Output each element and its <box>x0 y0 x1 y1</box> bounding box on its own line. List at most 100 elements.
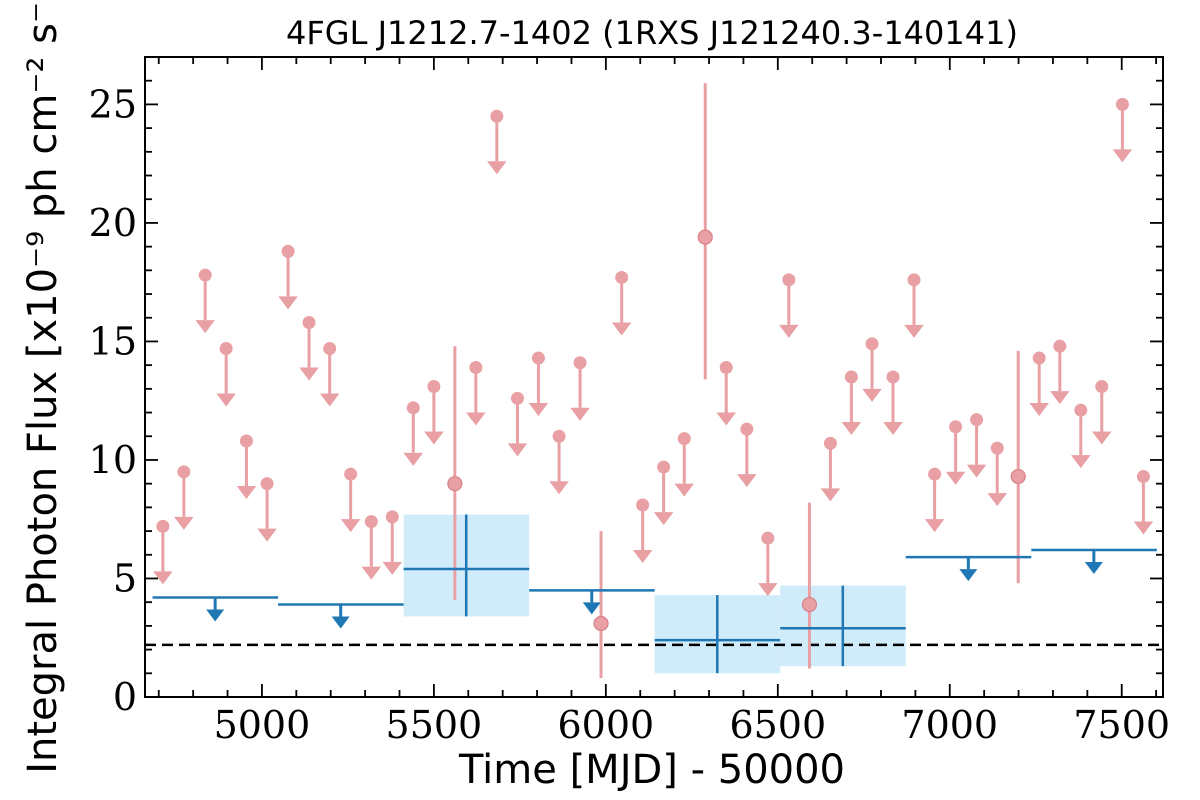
short-bin-ul-arrow <box>883 377 903 435</box>
short-bin-ul-arrow-head <box>216 393 236 407</box>
short-bin-ul-arrow-head <box>1133 521 1154 535</box>
short-bin-ul-arrow-head <box>716 412 736 426</box>
short-bin-ul-arrow-head <box>507 443 528 457</box>
short-bin-ul-arrow <box>549 436 569 495</box>
axis-tick-labels: 5000 5500 6000 6500 7000 7500 0 5 10 15 20 25 <box>89 82 1170 747</box>
short-bin-ul-arrow-head <box>945 471 966 485</box>
short-bin-ul-arrow-head <box>758 583 778 597</box>
long-bin-ul-arrow-head <box>959 569 978 582</box>
short-bin-ul-arrow-head <box>382 561 403 575</box>
short-bin-detection-marker <box>697 229 713 245</box>
short-bin-ul-arrow <box>466 367 486 426</box>
short-bin-ul-arrow-head <box>487 161 507 175</box>
long-bin-ul-arrow <box>582 590 601 615</box>
short-bin-detection-marker <box>447 476 463 492</box>
short-bin-ul-arrow <box>424 386 444 445</box>
short-bin-ul-arrow <box>820 443 841 502</box>
short-bin-ul-arrow-head <box>611 322 632 336</box>
short-bin-ul-arrow <box>1092 386 1112 445</box>
short-bin-ul-marker <box>281 244 295 258</box>
short-bin-ul-arrow-head <box>779 324 799 338</box>
short-bin-ul-arrow-head <box>299 367 319 381</box>
short-bin-ul-arrow-head <box>153 571 173 585</box>
long-bin-ul-arrow <box>331 604 350 629</box>
short-bin-ul-arrow <box>611 277 632 336</box>
short-bin-ul-arrow-head <box>737 474 757 488</box>
short-bin-ul-arrow-head <box>195 320 215 334</box>
short-bin-ul-arrow <box>758 538 778 597</box>
short-bin-ul-arrow-head <box>632 550 653 563</box>
short-bin-ul-arrow-head <box>987 493 1007 507</box>
short-bin-ul-arrow-head <box>466 412 486 426</box>
x-tick-label: 5000 <box>214 703 311 747</box>
long-bin-ul-arrow <box>959 557 978 582</box>
y-tick-label: 20 <box>89 201 137 245</box>
long-bin-ul-arrow-head <box>206 609 225 622</box>
short-bin-ul-arrow-head <box>278 296 298 310</box>
short-bin-ul-arrow <box>361 521 382 580</box>
short-bin-ul-arrow <box>1112 104 1133 163</box>
short-bin-ul-arrow <box>528 358 549 417</box>
axis-ticks <box>145 56 1163 698</box>
x-tick-label: 5500 <box>386 703 483 747</box>
long-bin-ul-arrow <box>206 597 225 622</box>
short-bin-ul-arrow <box>862 343 882 402</box>
short-bin-ul-arrow-head <box>1112 149 1133 163</box>
x-axis-label: Time [MJD] - 50000 <box>458 747 845 793</box>
short-bin-ul-arrow <box>779 279 799 338</box>
x-tick-label: 7500 <box>1073 703 1170 747</box>
short-bin-ul-arrow <box>487 116 507 175</box>
short-bin-ul-arrow <box>507 398 528 457</box>
y-tick-label: 10 <box>89 438 137 482</box>
short-bin-ul-arrow <box>632 505 653 563</box>
long-bin-ul-arrow <box>1084 550 1103 575</box>
short-bin-ul-arrow <box>278 251 298 310</box>
long-bin-error-bands <box>403 514 906 674</box>
short-bin-ul-arrow-head <box>236 486 257 499</box>
plot-frame <box>144 56 1164 698</box>
long-bin-series <box>152 514 1157 674</box>
short-bin-ul-arrow <box>1029 358 1049 417</box>
y-axis-label: Integral Photon Flux [x10⁻⁹ ph cm⁻² s⁻¹] <box>20 0 66 774</box>
short-bin-ul-arrow <box>716 367 736 426</box>
short-bin-ul-arrow-head <box>1092 431 1112 445</box>
short-bin-ul-arrow <box>924 474 945 533</box>
short-bin-ul-arrow <box>299 322 319 381</box>
short-bin-ul-arrow <box>174 471 194 530</box>
y-tick-label: 25 <box>89 82 137 126</box>
short-bin-ul-arrow <box>1050 346 1070 405</box>
short-bin-ul-arrow <box>653 467 674 526</box>
short-bin-ul-arrow <box>966 419 987 478</box>
short-bin-ul-arrow-head <box>674 483 695 497</box>
short-bin-ul-arrow <box>195 275 215 334</box>
short-bin-ul-arrow-head <box>904 324 924 338</box>
short-bin-ul-arrow <box>153 526 173 585</box>
long-bin-ul-arrow-head <box>582 602 601 615</box>
short-bin-ul-arrow-head <box>403 452 424 466</box>
short-bin-detection-marker <box>1010 468 1026 485</box>
y-tick-label: 0 <box>113 675 137 719</box>
short-bin-ul-arrow <box>904 279 924 338</box>
short-bin-ul-arrow-head <box>549 481 569 495</box>
short-bin-ul-arrow-head <box>570 407 590 421</box>
short-bin-ul-arrow <box>403 407 424 466</box>
short-bin-ul-arrow-head <box>528 403 549 417</box>
short-bin-ul-arrow <box>257 483 277 542</box>
short-bin-ul-arrow <box>945 426 966 485</box>
y-tick-label: 15 <box>89 319 137 363</box>
short-bin-ul-arrow <box>674 438 695 497</box>
chart-title: 4FGL J1212.7-1402 (1RXS J121240.3-140141… <box>286 14 1018 52</box>
short-bin-ul-arrow <box>1071 410 1091 469</box>
short-bin-ul-arrow-head <box>424 431 444 445</box>
short-bin-ul-arrow <box>987 448 1007 507</box>
x-tick-label: 6500 <box>729 703 826 747</box>
short-bin-ul-arrow <box>340 474 361 533</box>
short-bin-series <box>153 83 1154 679</box>
short-bin-ul-arrow-head <box>257 528 277 542</box>
short-bin-ul-arrow <box>319 348 340 407</box>
short-bin-ul-arrow <box>1133 476 1154 535</box>
short-bin-ul-arrow-head <box>883 422 903 435</box>
short-bin-ul-arrow-head <box>361 566 382 580</box>
short-bin-ul-arrow <box>236 441 257 499</box>
